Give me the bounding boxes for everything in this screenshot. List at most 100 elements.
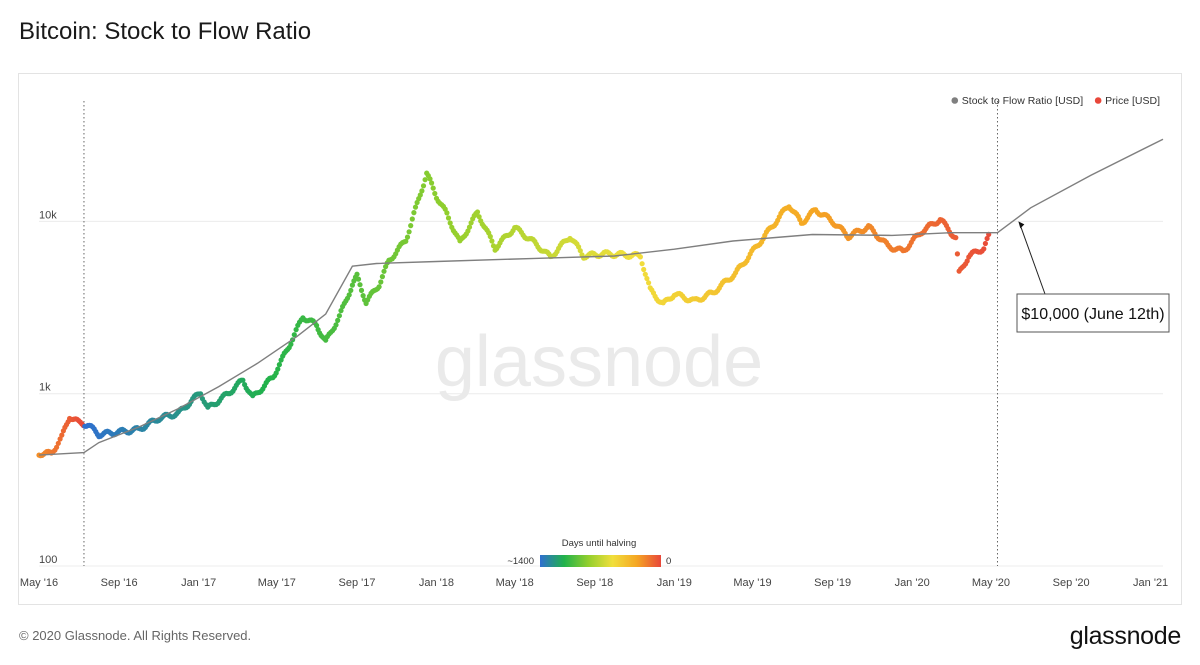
price-point <box>293 327 299 333</box>
price-point <box>646 280 652 286</box>
price-point <box>275 366 281 372</box>
price-point <box>412 204 419 210</box>
price-point <box>404 234 411 240</box>
price-point <box>378 279 384 285</box>
color-scale: Days until halving ~1400 0 <box>507 538 671 567</box>
price-point <box>489 238 495 244</box>
x-tick-label: Jan '18 <box>419 577 454 589</box>
legend-marker <box>951 97 959 104</box>
price-point <box>409 216 415 222</box>
price-point <box>422 177 428 183</box>
price-point <box>55 440 61 446</box>
price-point <box>641 266 647 273</box>
x-tick-label: Sep '17 <box>338 577 375 589</box>
price-point <box>355 276 362 282</box>
price-point <box>637 254 644 260</box>
price-point <box>381 268 387 274</box>
watermark: glassnode <box>435 322 763 402</box>
price-point <box>466 224 473 230</box>
price-point <box>376 284 382 290</box>
price-point <box>348 287 354 293</box>
x-tick-label: May '20 <box>972 577 1010 589</box>
price-point <box>57 436 63 442</box>
price-point <box>644 275 650 282</box>
price-point <box>357 282 363 288</box>
color-scale-min: ~1400 <box>507 556 534 567</box>
color-scale-title: Days until halving <box>562 538 636 549</box>
annotation-pointer <box>1019 225 1046 295</box>
chart-frame: glassnode 100 1k 10k May '16 Sep '16 Jan '17… <box>18 73 1182 605</box>
price-point <box>406 229 412 235</box>
price-point <box>444 210 450 216</box>
x-tick-label: May '16 <box>20 577 58 589</box>
annotation-box <box>1016 293 1170 333</box>
price-point <box>430 185 436 191</box>
price-point <box>349 282 355 288</box>
price-point <box>346 292 352 298</box>
y-axis-ticks: 100 1k 10k <box>39 209 57 566</box>
price-point <box>358 287 365 293</box>
price-point <box>417 192 423 198</box>
price-point <box>981 246 987 252</box>
price-point <box>411 210 417 216</box>
x-tick-label: May '18 <box>496 577 534 589</box>
price-point <box>982 240 989 247</box>
glassnode-logo[interactable]: glassnode <box>1069 622 1182 650</box>
price-point <box>420 183 427 189</box>
color-scale-max: 0 <box>666 556 671 567</box>
price-point <box>487 233 493 240</box>
price-point <box>639 261 645 267</box>
price-point <box>360 293 366 299</box>
annotation-arrowhead <box>1018 221 1025 229</box>
x-tick-label: May '17 <box>258 577 296 589</box>
x-tick-label: Sep '16 <box>101 577 138 589</box>
price-point <box>59 432 65 438</box>
price-point <box>427 176 433 182</box>
price-point <box>964 258 970 264</box>
legend-label: Stock to Flow Ratio [USD] <box>962 95 1083 107</box>
price-point <box>419 188 425 194</box>
x-tick-label: May '19 <box>733 577 771 589</box>
price-point <box>642 271 648 277</box>
price-point <box>984 235 990 242</box>
x-tick-label: Jan '19 <box>657 577 692 589</box>
price-point <box>333 322 339 328</box>
copyright-text: © 2020 Glassnode. All Rights Reserved. <box>19 628 252 643</box>
price-point <box>465 228 471 234</box>
price-point <box>291 332 297 338</box>
price-point <box>338 308 344 314</box>
y-tick-label: 1k <box>39 382 51 394</box>
price-point <box>445 215 452 221</box>
page-title: Bitcoin: Stock to Flow Ratio <box>19 18 312 45</box>
chart-svg: glassnode 100 1k 10k May '16 Sep '16 Jan '17… <box>20 95 1170 589</box>
price-point <box>447 220 453 226</box>
price-point <box>403 238 409 244</box>
price-point <box>354 271 360 277</box>
price-point <box>336 313 342 319</box>
x-tick-label: Sep '19 <box>814 577 851 589</box>
color-scale-bar <box>540 555 661 567</box>
price-point <box>278 357 284 363</box>
price-point <box>240 377 246 383</box>
x-tick-label: Jan '20 <box>895 577 930 589</box>
y-tick-label: 10k <box>39 209 57 221</box>
price-point <box>953 235 959 241</box>
x-axis-ticks: May '16 Sep '16 Jan '17 May '17 Sep '17 Jan '… <box>20 577 1168 589</box>
x-tick-label: Jan '17 <box>181 577 216 589</box>
price-point <box>273 370 279 376</box>
x-tick-label: Jan '21 <box>1133 577 1168 589</box>
price-point <box>414 199 420 206</box>
s2f-series <box>38 138 1164 456</box>
price-annotation: $10,000 (June 12th) <box>1016 221 1170 333</box>
price-point <box>468 220 474 226</box>
price-point <box>577 248 583 254</box>
price-point <box>474 209 481 215</box>
price-point <box>335 317 341 323</box>
legend-marker <box>1094 97 1102 104</box>
legend-label: Price [USD] <box>1105 95 1160 107</box>
legend: Price [USD] Stock to Flow Ratio [USD] <box>951 95 1160 107</box>
price-point <box>432 190 438 197</box>
price-series <box>36 170 992 459</box>
price-point <box>429 180 435 186</box>
s2f-line <box>38 138 1164 456</box>
